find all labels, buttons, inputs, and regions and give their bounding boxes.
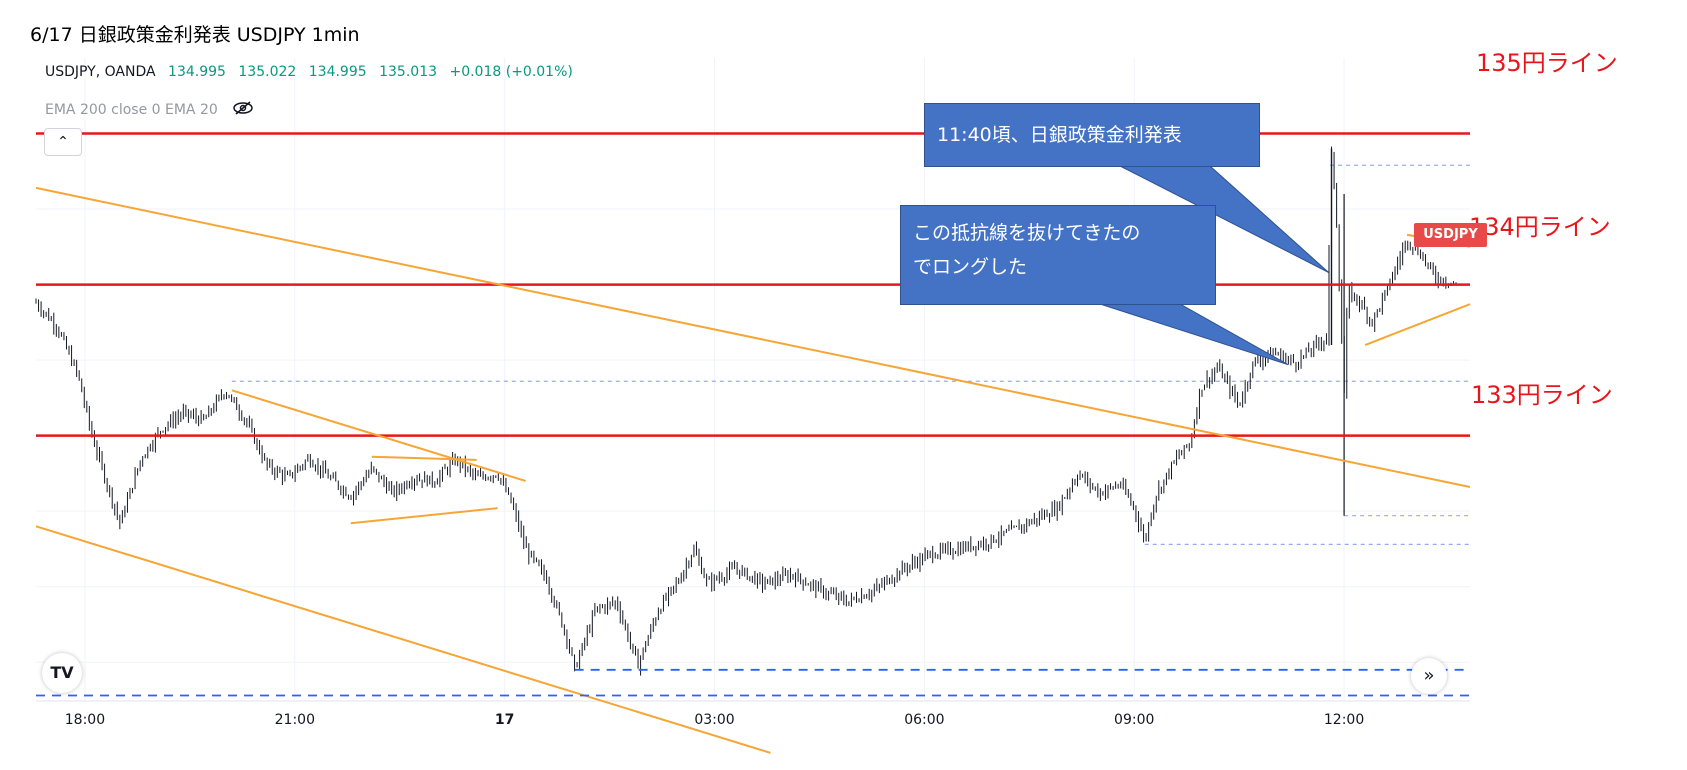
legend-open: 134.995: [168, 64, 226, 80]
ohlc-legend: USDJPY, OANDA 134.995 135.022 134.995 13…: [45, 64, 581, 80]
trend-line-triangle-top: [371, 455, 477, 461]
collapse-legend-button[interactable]: ⌃: [44, 128, 82, 156]
x-tick-label: 12:00: [1323, 712, 1365, 728]
level-label-134: 134円ライン: [1469, 213, 1611, 241]
x-tick-label: 18:00: [64, 712, 106, 728]
callout-2-line2: でロングした: [913, 256, 1028, 278]
indicator-label: EMA 200 close 0 EMA 20: [45, 102, 218, 118]
scroll-to-realtime-button[interactable]: »: [1411, 658, 1447, 694]
eye-crossed-icon[interactable]: [232, 100, 254, 120]
legend-change: +0.018 (+0.01%): [449, 64, 573, 80]
chart-title: 6/17 日銀政策金利発表 USDJPY 1min: [30, 24, 360, 46]
level-label-133: 133円ライン: [1471, 381, 1613, 409]
indicator-legend[interactable]: EMA 200 close 0 EMA 20: [45, 100, 254, 120]
legend-high: 135.022: [238, 64, 297, 80]
price-badge: USDJPY: [1414, 223, 1487, 247]
x-tick-label: 06:00: [904, 712, 945, 728]
legend-symbol[interactable]: USDJPY, OANDA: [45, 64, 156, 80]
callout-2-pointer: [1099, 303, 1289, 366]
callout-long-entry: この抵抗線を抜けてきたの でロングした: [900, 205, 1216, 305]
callout-2-line1: この抵抗線を抜けてきたの: [913, 222, 1141, 244]
trend-line-pennant-bottom: [1364, 303, 1471, 346]
legend-close: 135.013: [379, 64, 438, 80]
x-tick-label: 17: [494, 712, 515, 728]
callout-boj-announcement: 11:40頃、日銀政策金利発表: [924, 103, 1260, 167]
candles-group: [35, 146, 1457, 676]
x-tick-label: 09:00: [1114, 712, 1155, 728]
trend-line-resistance: [231, 389, 526, 482]
x-tick-label: 03:00: [694, 712, 735, 728]
trend-line-triangle-bottom: [350, 507, 498, 525]
legend-low: 134.995: [308, 64, 367, 80]
tradingview-logo-icon[interactable]: TV: [42, 653, 82, 693]
x-tick-label: 21:00: [274, 712, 315, 728]
trend-line-upper-channel: [35, 186, 1471, 488]
level-label-135: 135円ライン: [1476, 49, 1618, 77]
callout-1-text: 11:40頃、日銀政策金利発表: [937, 124, 1182, 146]
trend-line-lower-channel: [35, 525, 771, 754]
